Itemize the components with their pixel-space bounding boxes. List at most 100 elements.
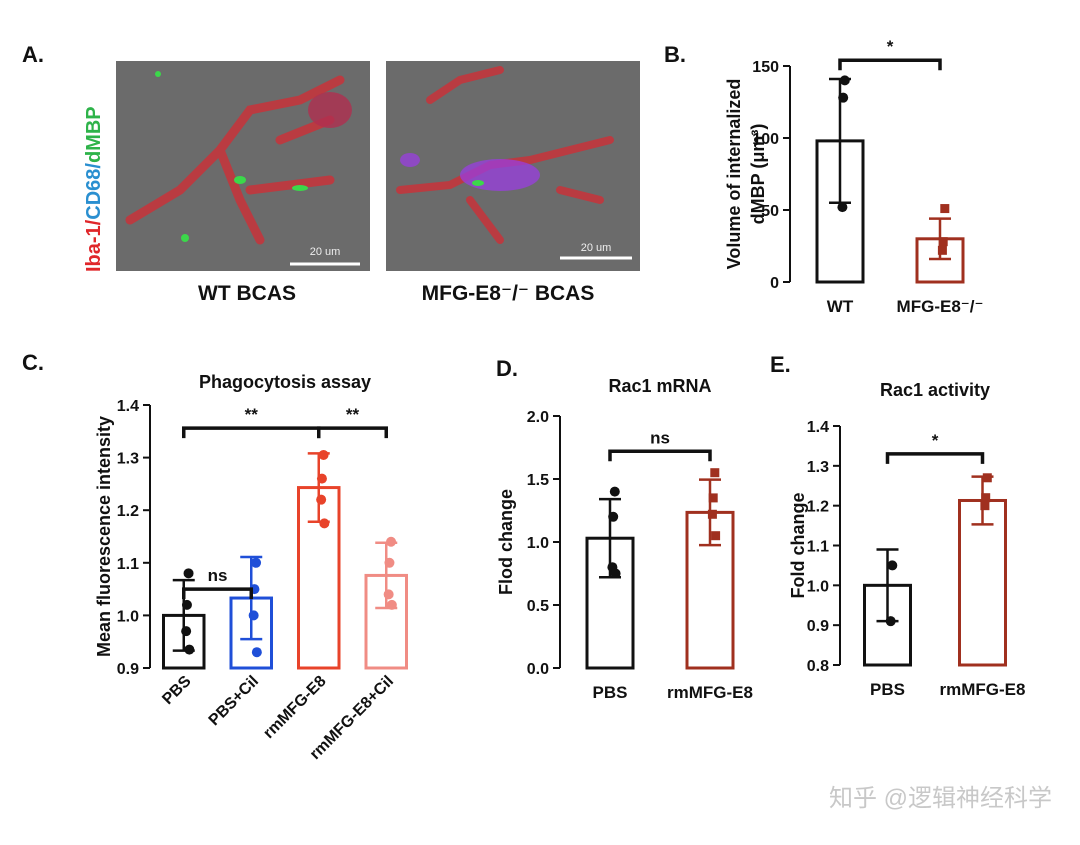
x-tick-label: PBS [870, 680, 905, 699]
data-point [181, 599, 192, 610]
y-tick-label: 1.0 [117, 608, 139, 625]
data-point [938, 237, 948, 247]
y-tick-label: 0.5 [527, 598, 549, 615]
y-tick-label: 1.1 [117, 556, 139, 573]
data-point [316, 473, 327, 484]
data-point [608, 511, 619, 522]
data-point [251, 557, 262, 568]
data-point [383, 589, 394, 600]
y-tick-label: 1.2 [807, 499, 829, 516]
data-point [711, 531, 721, 541]
data-point [248, 610, 259, 621]
data-point [885, 616, 896, 627]
y-tick-label: 1.0 [807, 578, 829, 595]
x-tick-label: WT [827, 297, 854, 316]
significance-bracket [317, 426, 388, 439]
y-tick-label: 0 [770, 275, 779, 292]
data-point [980, 501, 990, 511]
scale-bar-label: 20 um [581, 242, 612, 254]
data-point [838, 92, 849, 103]
y-tick-label: 1.1 [807, 539, 829, 556]
data-point [707, 509, 717, 519]
chart-title: Rac1 activity [880, 380, 990, 400]
stain-part: Iba-1 [83, 225, 105, 272]
data-point [319, 518, 330, 529]
data-point [384, 557, 395, 568]
stain-part: CD68 [83, 169, 105, 220]
y-tick-label: 1.5 [527, 472, 549, 489]
data-point [386, 536, 397, 547]
stain-part: / [83, 219, 105, 225]
data-point [839, 75, 850, 86]
y-tick-label: 1.3 [117, 451, 139, 468]
significance-label: ** [346, 405, 360, 424]
panel-label: B. [664, 42, 686, 67]
y-tick-label: 0.0 [527, 661, 549, 678]
y-tick-label: 0.9 [117, 661, 139, 678]
panel-label: A. [22, 42, 44, 67]
y-tick-label: 150 [752, 59, 779, 76]
data-point [609, 486, 620, 497]
stain-label: Iba-1/CD68/dMBP [83, 106, 105, 272]
y-axis-label: dMBP (μm³) [748, 124, 768, 225]
micrograph [116, 61, 370, 271]
data-point [251, 647, 262, 658]
data-point [837, 202, 848, 213]
watermark: 知乎 @逻辑神经科学 [829, 785, 1052, 812]
data-point [183, 568, 194, 579]
chart-title: Rac1 mRNA [608, 376, 711, 396]
x-tick-label: MFG-E8⁻/⁻ [897, 297, 984, 316]
stain-part: / [83, 163, 105, 169]
data-point [386, 599, 397, 610]
significance-bracket [608, 449, 712, 462]
image-caption: WT BCAS [198, 282, 296, 305]
x-tick-label: rmMFG-E8 [667, 683, 753, 702]
y-tick-label: 1.0 [527, 535, 549, 552]
significance-bracket [885, 452, 985, 464]
significance-label: * [932, 431, 939, 450]
y-tick-label: 1.4 [807, 419, 829, 436]
y-axis-label: Flod change [496, 489, 516, 595]
stain-part: dMBP [83, 106, 105, 163]
y-tick-label: 0.8 [807, 658, 829, 675]
data-point [708, 493, 718, 503]
y-axis-label: Mean fluorescence intensity [94, 416, 114, 657]
data-point [982, 473, 992, 483]
panel-label: D. [496, 356, 518, 381]
data-point [887, 560, 898, 571]
panel-label: E. [770, 352, 791, 377]
y-axis-label: Volume of internalized [724, 79, 744, 270]
data-point [940, 204, 950, 214]
data-point [610, 568, 621, 579]
data-point [184, 644, 195, 655]
significance-label: ns [650, 428, 670, 447]
y-tick-label: 50 [761, 203, 779, 220]
micrograph [386, 61, 640, 271]
data-point [981, 493, 991, 503]
x-tick-label: PBS [593, 683, 628, 702]
data-point [937, 245, 947, 255]
y-tick-label: 100 [752, 131, 779, 148]
data-point [318, 449, 329, 460]
x-tick-label: rmMFG-E8 [940, 680, 1026, 699]
significance-label: * [887, 37, 894, 56]
data-point [316, 494, 327, 505]
data-point [181, 626, 192, 637]
y-tick-label: 1.2 [117, 503, 139, 520]
significance-bracket [182, 587, 253, 600]
y-tick-label: 0.9 [807, 618, 829, 635]
y-tick-label: 1.4 [117, 398, 139, 415]
x-tick-label: rmMFG-E8 [260, 673, 329, 742]
scale-bar-label: 20 um [310, 246, 341, 258]
significance-label: ** [245, 405, 259, 424]
y-axis-label: Fold change [788, 492, 808, 598]
chart-title: Phagocytosis assay [199, 372, 371, 392]
significance-bracket [182, 426, 321, 439]
panel-label: C. [22, 350, 44, 375]
x-tick-label: PBS [159, 673, 195, 709]
y-tick-label: 2.0 [527, 409, 549, 426]
significance-bracket [838, 58, 942, 71]
image-caption: MFG-E8⁻/⁻ BCAS [422, 282, 595, 305]
x-tick-label: PBS+Cil [206, 673, 262, 729]
